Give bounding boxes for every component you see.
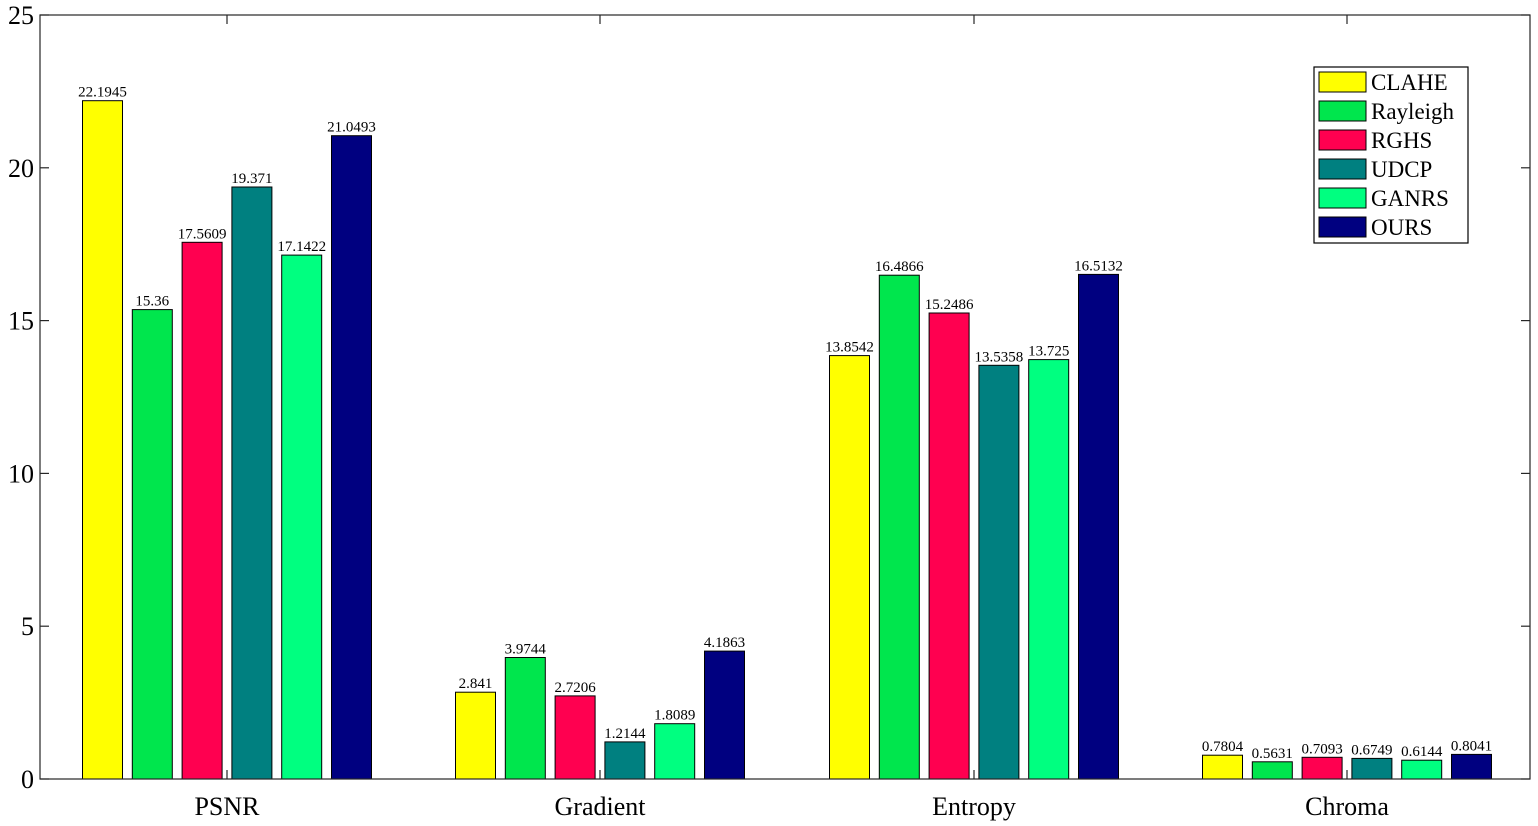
- data-label: 0.7093: [1301, 741, 1342, 757]
- bar-rghs-chroma: [1301, 756, 1343, 780]
- bar-ganrs-gradient: [654, 723, 696, 780]
- bar-rayleigh-psnr: [131, 309, 173, 780]
- bars-layer: [82, 100, 1492, 780]
- data-label: 13.5358: [975, 349, 1024, 365]
- bar-udcp-gradient: [604, 741, 646, 780]
- legend-label-ganrs: GANRS: [1371, 186, 1449, 211]
- data-label: 4.1863: [704, 635, 745, 651]
- legend-label-rayleigh: Rayleigh: [1371, 99, 1455, 124]
- bar-rayleigh-chroma: [1251, 761, 1293, 780]
- x-tick-label: Gradient: [555, 792, 647, 821]
- bar-ganrs-entropy: [1028, 359, 1070, 780]
- plot-frame: [39, 14, 1531, 780]
- bar-clahe-psnr: [82, 100, 123, 780]
- data-label: 0.8041: [1451, 738, 1492, 754]
- bar-rayleigh-gradient: [504, 657, 546, 780]
- data-label: 15.2486: [925, 297, 974, 313]
- y-tick-label: 5: [21, 612, 34, 641]
- data-label: 13.8542: [825, 340, 874, 356]
- y-tick-label: 0: [21, 765, 34, 794]
- bar-rayleigh-entropy: [878, 274, 920, 780]
- legend-label-clahe: CLAHE: [1371, 70, 1448, 95]
- data-label: 22.1945: [78, 85, 127, 101]
- data-label: 3.9744: [505, 642, 547, 658]
- data-label: 2.841: [459, 676, 493, 692]
- data-label: 21.0493: [327, 120, 376, 136]
- x-tick-label: PSNR: [194, 792, 260, 821]
- legend-swatch-udcp: [1318, 158, 1367, 180]
- legend: CLAHE Rayleigh RGHS UDCP GANRS OURS: [1313, 66, 1469, 244]
- data-label: 13.725: [1028, 344, 1069, 360]
- legend-swatch-clahe: [1318, 71, 1367, 93]
- data-label: 15.36: [135, 294, 169, 310]
- bar-ours-gradient: [704, 650, 745, 780]
- data-label: 19.371: [231, 171, 272, 187]
- bar-rghs-gradient: [554, 695, 596, 780]
- y-tick-label: 15: [8, 307, 34, 336]
- legend-swatch-ganrs: [1318, 187, 1367, 209]
- axis-ticks: PSNR Gradient Entropy Chroma 0 5 10 15 20 25: [8, 1, 1530, 821]
- data-label: 16.4866: [875, 259, 924, 275]
- x-tick-label: Chroma: [1305, 792, 1389, 821]
- legend-swatch-ours: [1318, 216, 1367, 238]
- bar-clahe-entropy: [829, 355, 870, 780]
- bar-rghs-entropy: [928, 312, 970, 780]
- y-tick-label: 10: [8, 459, 34, 488]
- bar-rghs-psnr: [181, 241, 223, 780]
- data-labels-layer: 22.1945 15.36 17.5609 19.371 17.1422 21.0493 2…: [78, 85, 1492, 762]
- data-label: 2.7206: [554, 680, 596, 696]
- y-tick-label: 25: [8, 1, 34, 30]
- bar-udcp-psnr: [231, 186, 273, 780]
- legend-label-ours: OURS: [1371, 215, 1432, 240]
- data-label: 1.2144: [604, 726, 646, 742]
- bar-clahe-gradient: [455, 691, 496, 780]
- bar-ganrs-psnr: [281, 254, 323, 780]
- legend-label-udcp: UDCP: [1371, 157, 1432, 182]
- legend-label-rghs: RGHS: [1371, 128, 1432, 153]
- data-label: 0.5631: [1252, 746, 1293, 762]
- legend-swatch-rayleigh: [1318, 100, 1367, 122]
- x-tick-label: Entropy: [932, 792, 1016, 821]
- bar-udcp-entropy: [978, 364, 1020, 780]
- data-label: 0.7804: [1202, 739, 1244, 755]
- bar-udcp-chroma: [1351, 757, 1393, 780]
- bar-ours-chroma: [1451, 753, 1492, 780]
- bar-ganrs-chroma: [1401, 759, 1443, 780]
- data-label: 1.8089: [654, 708, 695, 724]
- data-label: 17.1422: [277, 239, 326, 255]
- legend-swatch-rghs: [1318, 129, 1367, 151]
- legend-box: [1313, 66, 1469, 244]
- y-tick-label: 20: [8, 154, 34, 183]
- data-label: 0.6144: [1401, 744, 1443, 760]
- data-label: 17.5609: [178, 226, 227, 242]
- bar-ours-psnr: [331, 135, 372, 780]
- data-label: 0.6749: [1351, 742, 1392, 758]
- bar-ours-entropy: [1078, 273, 1119, 780]
- bar-clahe-chroma: [1202, 754, 1243, 780]
- data-label: 16.5132: [1074, 258, 1123, 274]
